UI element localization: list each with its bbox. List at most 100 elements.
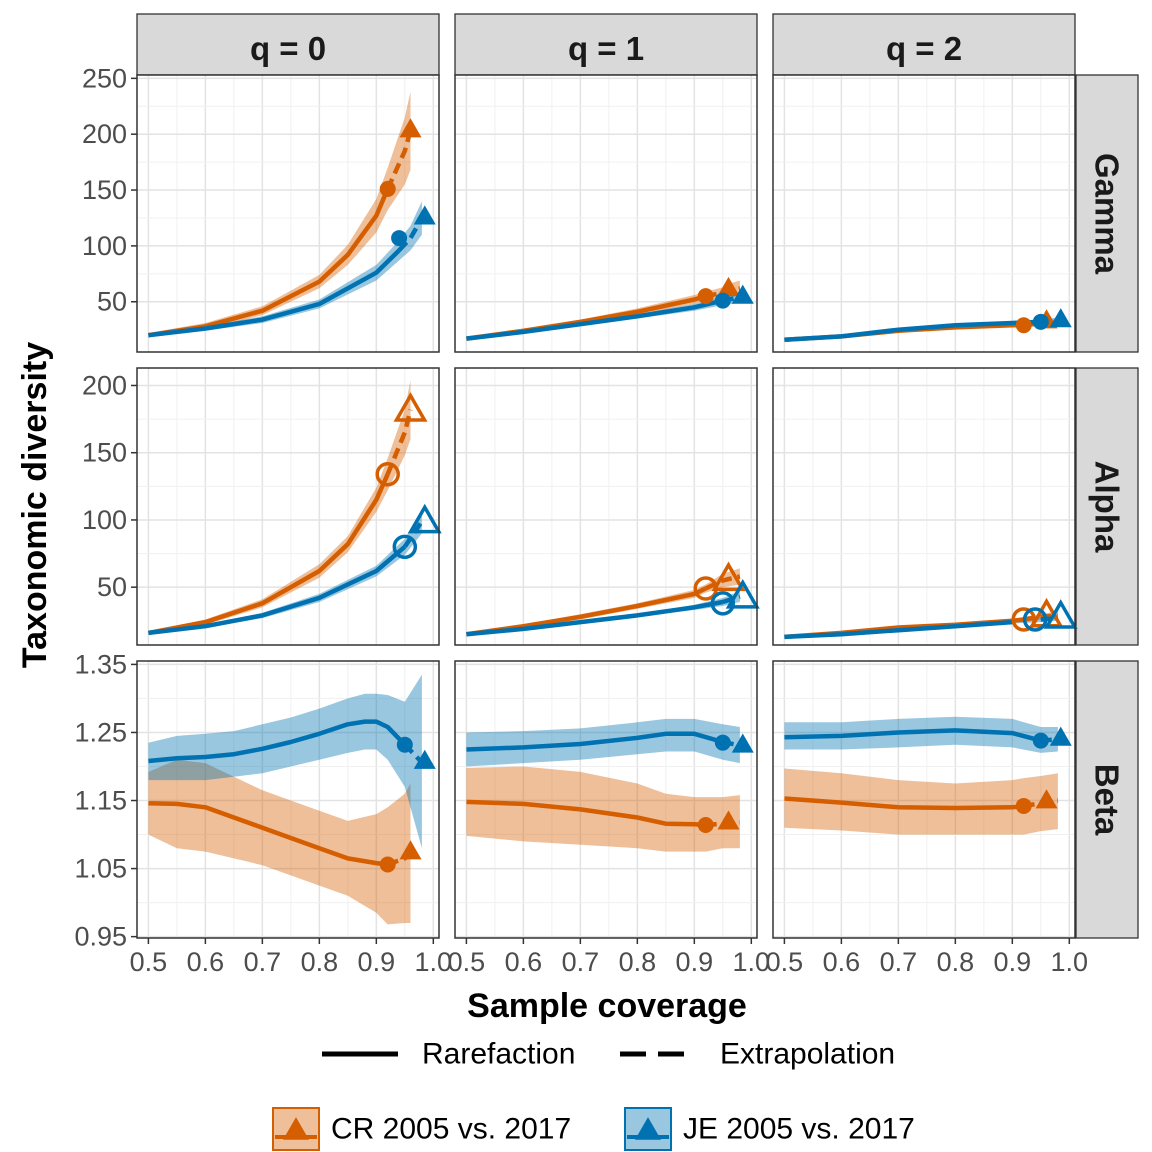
panel-background [137, 75, 439, 352]
panel-background [137, 368, 439, 645]
rarefaction-line [466, 599, 724, 637]
strip-col-2 [772, 13, 1076, 76]
panel-border [772, 367, 1076, 646]
reference-point [714, 734, 731, 751]
strip-label-row: Alpha [1089, 461, 1126, 553]
endpoint-marker [399, 840, 422, 860]
strip-label-row: Beta [1089, 764, 1126, 836]
reference-point [1032, 732, 1049, 749]
endpoint-marker [717, 276, 740, 296]
panel-r1-c2 [773, 368, 1075, 645]
panel-plot-area [148, 674, 424, 925]
panel-data-r2-c1 [454, 660, 758, 939]
endpoint-marker [413, 749, 436, 769]
panel-border [136, 660, 440, 939]
x-tick-label: 1.0 [415, 947, 453, 977]
rarefaction-line [466, 298, 724, 341]
endpoint-marker [731, 733, 754, 753]
extrapolation-line [397, 216, 424, 252]
x-tick-label: 0.5 [130, 947, 168, 977]
endpoint-marker [731, 284, 754, 304]
x-tick-label: 0.8 [301, 947, 339, 977]
reference-point [379, 180, 396, 197]
panel-border [772, 660, 1076, 939]
x-axis-title: Sample coverage [467, 987, 747, 1025]
x-tick-label: 0.8 [937, 947, 975, 977]
confidence-band [784, 768, 1058, 835]
endpoint-marker [413, 205, 436, 225]
reference-point [379, 856, 396, 873]
reference-point [1015, 317, 1032, 334]
reference-point [1022, 607, 1048, 632]
confidence-band [148, 201, 422, 338]
strip-row-2 [1075, 660, 1139, 939]
reference-point [375, 461, 400, 487]
endpoint-marker [393, 392, 428, 422]
x-tick-label: 0.9 [994, 947, 1032, 977]
extrapolation-line [1040, 615, 1059, 622]
y-tick-label: 100 [82, 505, 127, 535]
panel-plot-area [148, 91, 424, 338]
x-tick-label: 1.0 [733, 947, 771, 977]
y-tick-label: 1.15 [74, 786, 127, 816]
panel-data-r0-c2 [772, 74, 1076, 353]
legend-rarefaction-label: Rarefaction [422, 1038, 575, 1071]
endpoint-marker [399, 118, 422, 138]
rarefaction-line [784, 728, 1042, 743]
x-tick-label: 0.8 [619, 947, 657, 977]
panel-data-r1-c1 [454, 367, 760, 646]
reference-point [1015, 797, 1032, 814]
panel-border [136, 367, 440, 646]
panel-data-r0-c1 [454, 74, 758, 353]
rarefaction-line [148, 248, 401, 338]
y-tick-label: 50 [97, 287, 127, 317]
strip-row-0 [1075, 74, 1139, 353]
panel-r2-c1 [455, 661, 757, 938]
rarefaction-line [784, 796, 1024, 811]
strip-label-row: Gamma [1089, 153, 1126, 275]
rarefaction-line [784, 619, 1013, 640]
x-tick-label: 0.7 [880, 947, 918, 977]
panel-data-r1-c0 [136, 367, 442, 646]
panel-background [455, 75, 757, 352]
panel-plot-area [466, 718, 741, 852]
panel-background [773, 368, 1075, 645]
x-tick-label: 0.6 [187, 947, 225, 977]
y-tick-label: 200 [82, 119, 127, 149]
x-tick-label: 0.6 [505, 947, 543, 977]
y-tick-label: 1.25 [74, 717, 127, 747]
panel-border [136, 74, 440, 353]
strip-label-col: q = 0 [250, 30, 326, 67]
endpoint-marker [1049, 726, 1072, 746]
strip-label-col: q = 2 [886, 30, 962, 67]
panel-data-r2-c0 [136, 660, 440, 939]
reference-point [396, 736, 413, 753]
y-tick-label: 1.05 [74, 854, 127, 884]
panel-data-r1-c2 [772, 367, 1078, 646]
y-axis-title: Taxonomic diversity [16, 342, 54, 668]
rarefaction-line [148, 800, 388, 867]
confidence-band [784, 716, 1058, 753]
reference-point [714, 292, 731, 309]
extrapolation-line [402, 520, 424, 549]
panel-border [772, 74, 1076, 353]
endpoint-marker [1049, 308, 1072, 328]
panel-r0-c0 [137, 75, 439, 352]
panel-r1-c0 [137, 368, 439, 645]
reference-point [392, 534, 418, 560]
extrapolation-line [385, 130, 413, 190]
endpoint-marker [1035, 789, 1058, 809]
x-tick-label: 0.5 [766, 947, 804, 977]
panel-background [137, 661, 439, 938]
extrapolation-line [1023, 613, 1059, 622]
confidence-band [148, 759, 411, 925]
endpoint-marker [1043, 599, 1078, 629]
strip-col-1 [454, 13, 758, 76]
x-tick-label: 0.9 [676, 947, 714, 977]
reference-point [710, 591, 736, 616]
reference-point [391, 230, 408, 247]
legend-key-triangle [283, 1117, 309, 1140]
legend-series-label: JE 2005 vs. 2017 [683, 1113, 915, 1146]
strip-col-0 [136, 13, 440, 76]
rarefaction-line [147, 473, 390, 636]
